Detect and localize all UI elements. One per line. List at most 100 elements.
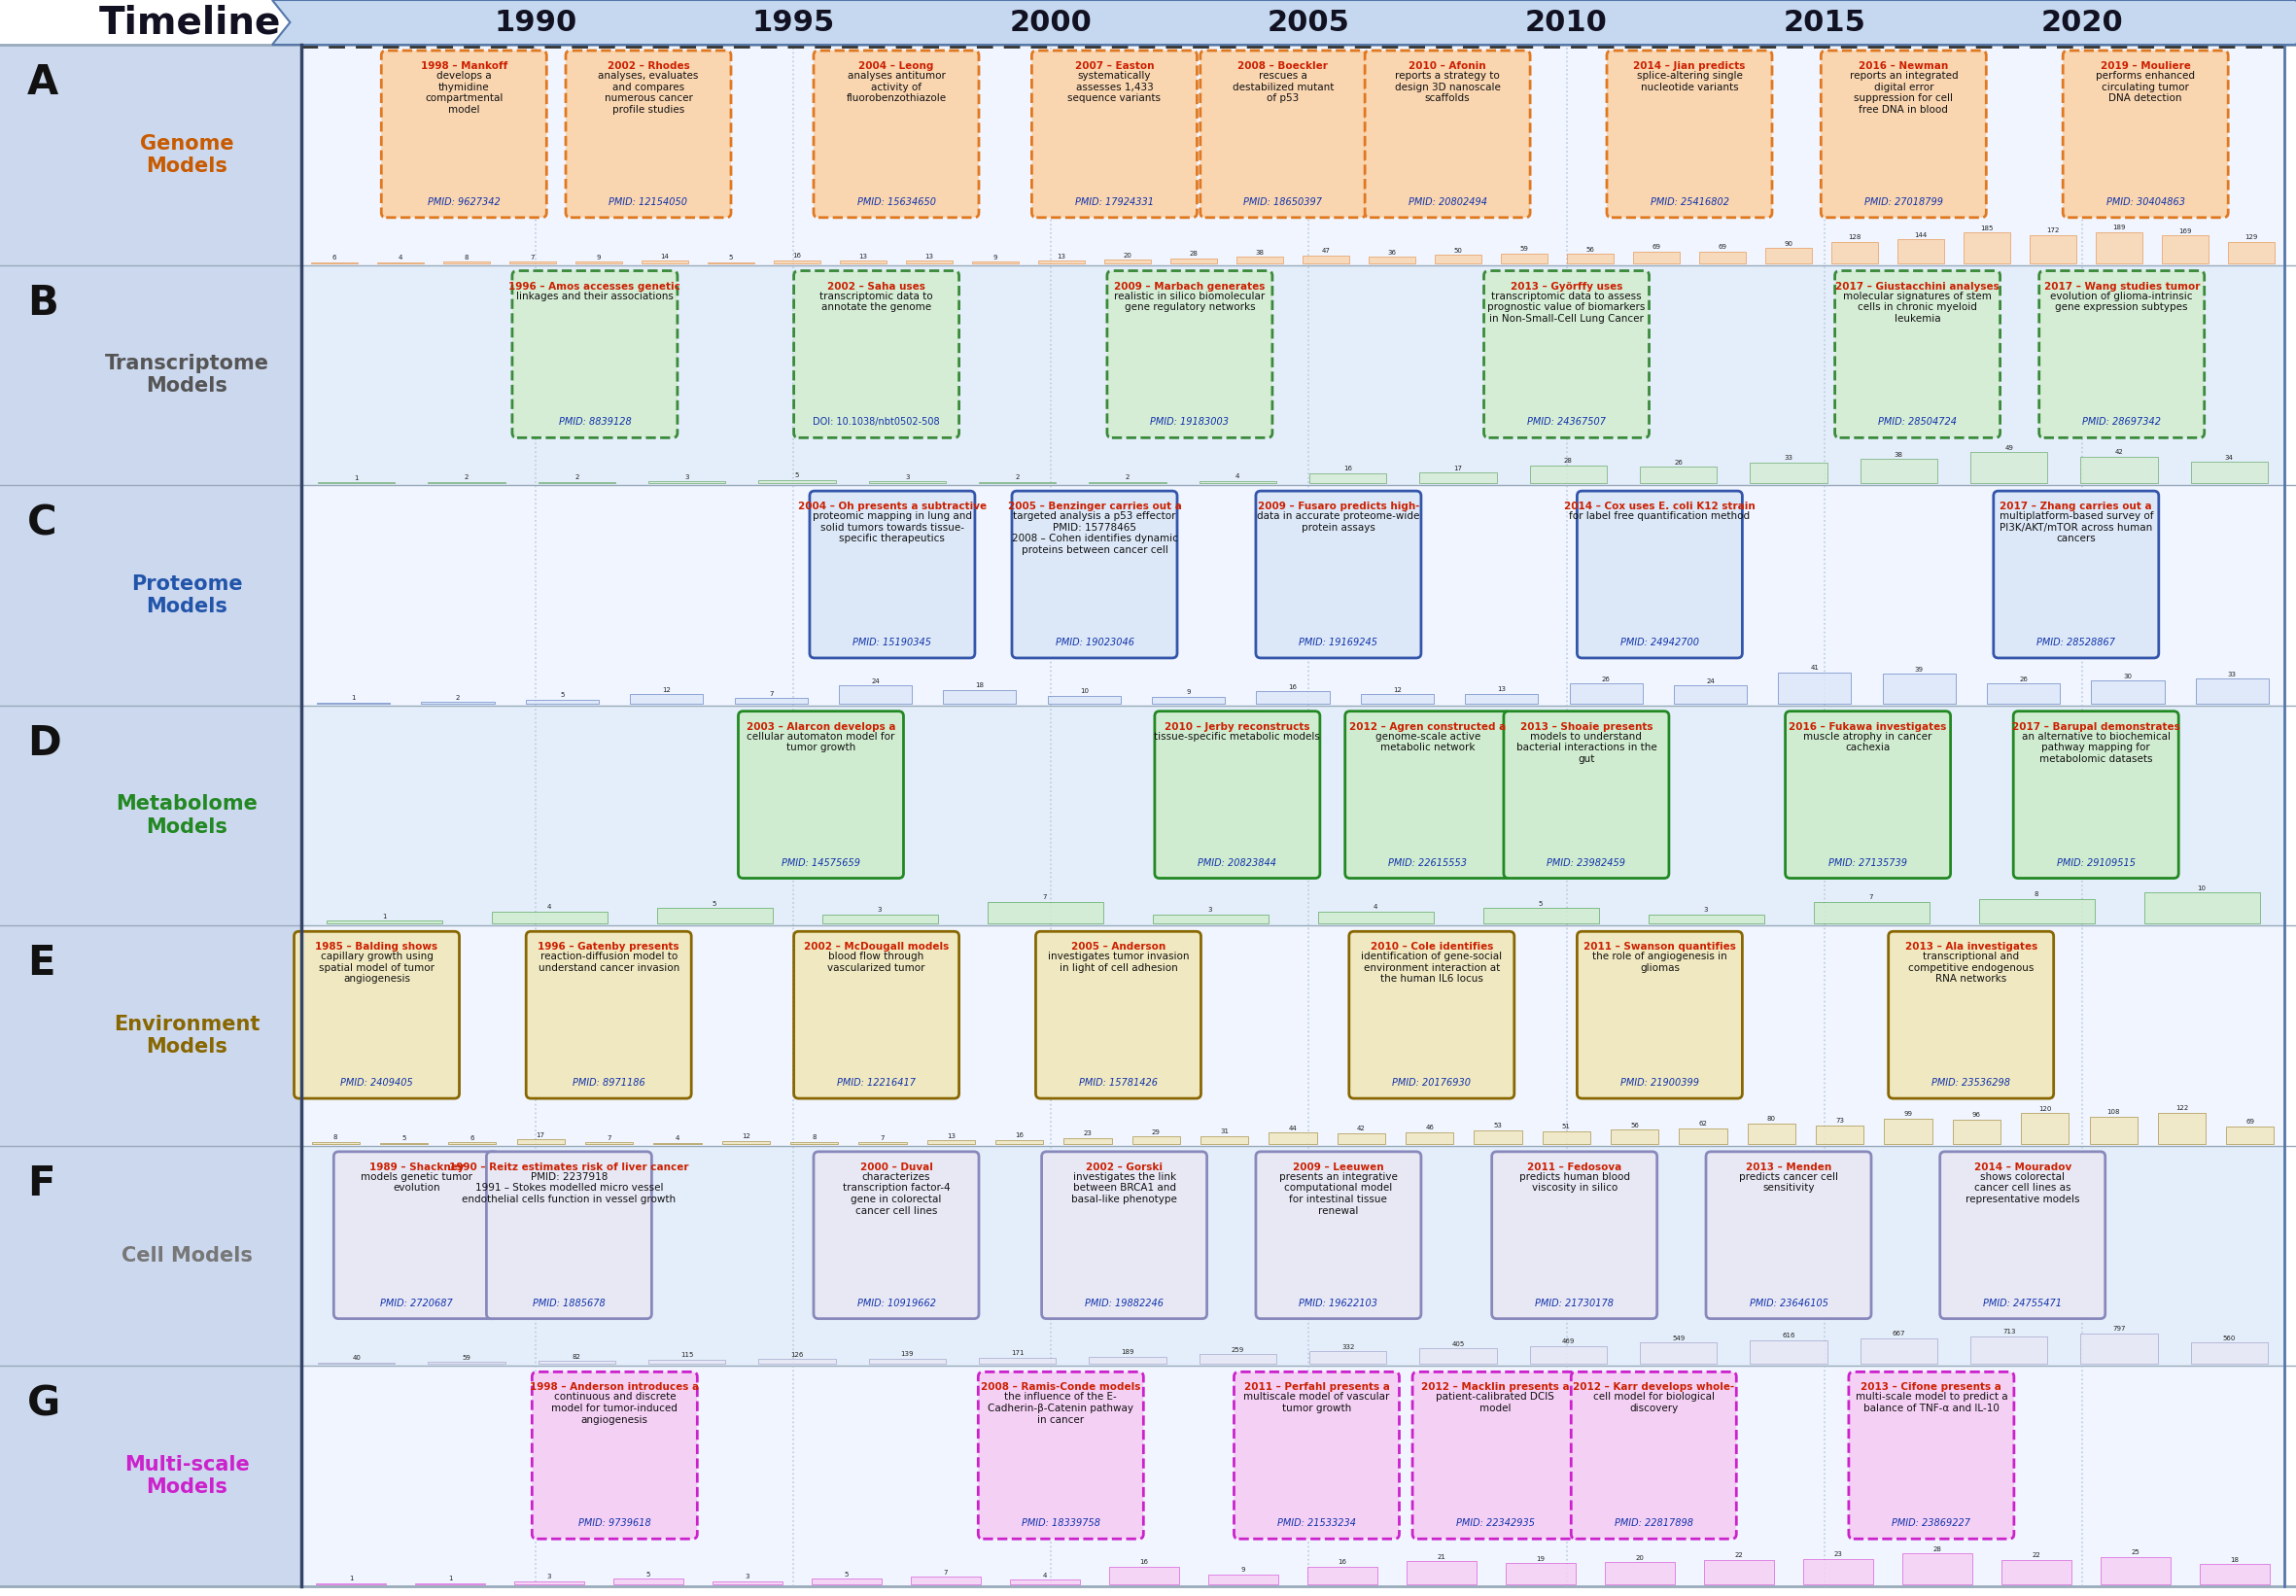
Text: 2014 – Cox uses E. coli K12 strain: 2014 – Cox uses E. coli K12 strain	[1564, 501, 1756, 511]
Bar	[996, 1140, 1042, 1144]
Text: PMID: 28528867: PMID: 28528867	[2037, 637, 2115, 648]
Text: F: F	[28, 1163, 55, 1203]
Bar	[585, 1143, 634, 1144]
Text: PMID: 18650397: PMID: 18650397	[1244, 198, 1322, 207]
Text: 38: 38	[1894, 452, 1903, 458]
Text: 2019 – Mouliere: 2019 – Mouliere	[2101, 61, 2190, 70]
FancyBboxPatch shape	[739, 712, 905, 878]
Text: 16: 16	[1288, 685, 1297, 689]
Bar	[1010, 1580, 1079, 1585]
Bar	[301, 45, 2285, 265]
Text: 144: 144	[1915, 231, 1926, 238]
Text: PMID: 21533234: PMID: 21533234	[1277, 1518, 1357, 1529]
Text: G: G	[28, 1384, 60, 1424]
Text: 185: 185	[1981, 225, 1993, 231]
Text: evolution of glioma-intrinsic
gene expression subtypes: evolution of glioma-intrinsic gene expre…	[2050, 290, 2193, 313]
Text: targeted analysis a p53 effector
PMID: 15778465
2008 – Cohen identifies dynamic
: targeted analysis a p53 effector PMID: 1…	[1013, 511, 1178, 555]
Bar	[1903, 1553, 1972, 1585]
Text: 4: 4	[675, 1136, 680, 1141]
Bar	[1970, 452, 2048, 484]
Bar	[1465, 694, 1538, 704]
Text: 46: 46	[1426, 1125, 1435, 1130]
Text: 2010: 2010	[1525, 8, 1607, 37]
Text: 2: 2	[1125, 474, 1130, 480]
Text: PMID: 23869227: PMID: 23869227	[1892, 1518, 1970, 1529]
Text: transcriptomic data to assess
prognostic value of biomarkers
in Non-Small-Cell L: transcriptomic data to assess prognostic…	[1488, 290, 1646, 324]
Text: 1998 – Mankoff: 1998 – Mankoff	[420, 61, 507, 70]
Text: 3: 3	[1704, 907, 1708, 913]
FancyBboxPatch shape	[526, 932, 691, 1098]
Text: the influence of the E-
Cadherin-β-Catenin pathway
in cancer: the influence of the E- Cadherin-β-Caten…	[987, 1392, 1134, 1425]
Bar	[1832, 243, 1878, 263]
FancyBboxPatch shape	[1256, 492, 1421, 658]
Bar	[2002, 1559, 2071, 1585]
Bar	[758, 480, 836, 484]
Bar	[613, 1578, 684, 1585]
Text: 17: 17	[1453, 464, 1463, 471]
Text: 18: 18	[2229, 1558, 2239, 1562]
Text: 139: 139	[900, 1352, 914, 1357]
Bar	[1802, 1559, 1874, 1585]
Bar	[838, 685, 912, 704]
Text: 21: 21	[1437, 1555, 1446, 1559]
Text: PMID: 19183003: PMID: 19183003	[1150, 417, 1228, 428]
Text: PMID: 20802494: PMID: 20802494	[1407, 198, 1488, 207]
Bar	[912, 1577, 980, 1585]
Text: 30: 30	[2124, 674, 2133, 680]
Text: 2004 – Leong: 2004 – Leong	[859, 61, 934, 70]
Bar	[2200, 1564, 2268, 1585]
Text: 1996 – Amos accesses genetic: 1996 – Amos accesses genetic	[510, 281, 682, 290]
Text: 10: 10	[1079, 688, 1088, 694]
Bar	[1529, 466, 1607, 484]
Bar	[1038, 260, 1084, 263]
Text: 16: 16	[1343, 466, 1352, 472]
Text: 2010 – Cole identifies: 2010 – Cole identifies	[1371, 942, 1492, 951]
Text: 2: 2	[457, 694, 459, 701]
Text: 49: 49	[2004, 445, 2014, 450]
FancyBboxPatch shape	[2062, 51, 2227, 217]
Bar	[2195, 678, 2268, 704]
Text: 5: 5	[728, 255, 732, 260]
Bar	[2089, 1117, 2138, 1144]
Text: 2009 – Marbach generates: 2009 – Marbach generates	[1114, 281, 1265, 290]
Bar	[1199, 480, 1277, 484]
Text: Cell Models: Cell Models	[122, 1246, 253, 1266]
Text: 2: 2	[574, 474, 579, 480]
Text: identification of gene-social
environment interaction at
the human IL6 locus: identification of gene-social environmen…	[1362, 951, 1502, 985]
Text: 13: 13	[1056, 254, 1065, 260]
Text: 2011 – Fedosova: 2011 – Fedosova	[1527, 1162, 1621, 1171]
Bar	[1309, 472, 1387, 484]
Text: PMID: 9627342: PMID: 9627342	[427, 198, 501, 207]
Text: 56: 56	[1630, 1122, 1639, 1128]
Bar	[735, 697, 808, 704]
FancyBboxPatch shape	[1155, 712, 1320, 878]
Text: genome-scale active
metabolic network: genome-scale active metabolic network	[1375, 731, 1481, 753]
Bar	[1171, 259, 1217, 263]
Text: proteomic mapping in lung and
solid tumors towards tissue-
specific therapeutics: proteomic mapping in lung and solid tumo…	[813, 511, 971, 544]
Bar	[301, 926, 2285, 1146]
FancyBboxPatch shape	[1848, 1373, 2014, 1539]
FancyBboxPatch shape	[978, 1373, 1143, 1539]
Text: predicts cancer cell
sensitivity: predicts cancer cell sensitivity	[1738, 1171, 1839, 1194]
Text: 1995: 1995	[751, 8, 833, 37]
Bar	[1368, 257, 1414, 263]
Text: 22: 22	[1736, 1553, 1743, 1559]
Bar	[2227, 243, 2275, 263]
Text: 1996 – Gatenby presents: 1996 – Gatenby presents	[537, 942, 680, 951]
Bar	[1605, 1562, 1674, 1585]
Text: 2012 – Karr develops whole-: 2012 – Karr develops whole-	[1573, 1382, 1733, 1392]
Text: 12: 12	[661, 686, 670, 693]
Bar	[1405, 1132, 1453, 1144]
FancyBboxPatch shape	[1706, 1152, 1871, 1318]
Text: 1985 – Balding shows: 1985 – Balding shows	[315, 942, 439, 951]
Text: PMID: 21900399: PMID: 21900399	[1621, 1077, 1699, 1088]
Text: 189: 189	[2112, 225, 2126, 230]
Bar	[301, 705, 2285, 926]
Text: PMID: 27018799: PMID: 27018799	[1864, 198, 1942, 207]
Text: 96: 96	[1972, 1112, 1981, 1119]
Bar	[1649, 915, 1763, 924]
FancyBboxPatch shape	[1492, 1152, 1658, 1318]
Bar	[1883, 674, 1956, 704]
Bar	[907, 260, 953, 263]
Text: 22: 22	[2032, 1553, 2041, 1559]
